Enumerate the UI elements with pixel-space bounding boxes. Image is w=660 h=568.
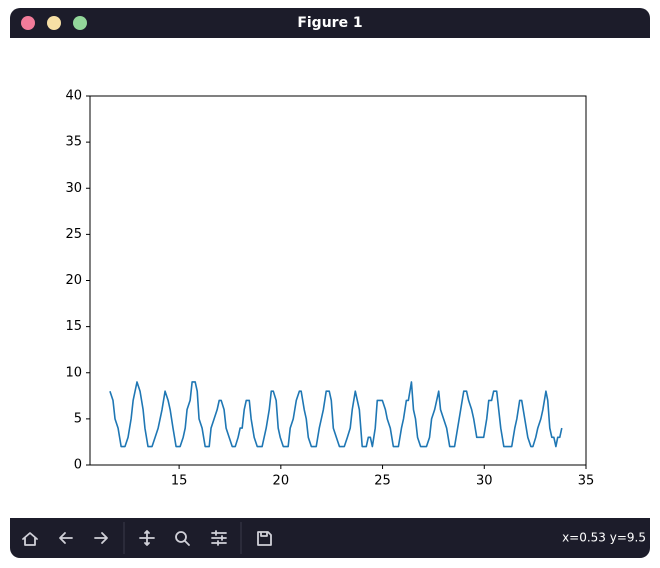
y-tick-label: 30 [65, 181, 82, 196]
pan-button[interactable] [139, 530, 155, 546]
cursor-status: x=0.53 y=9.5 [562, 531, 646, 545]
x-tick-label: 20 [273, 474, 290, 489]
axes-frame [89, 95, 587, 466]
back-button[interactable] [59, 532, 73, 544]
forward-button[interactable] [94, 532, 108, 544]
figure-canvas [10, 38, 650, 518]
y-tick-label: 25 [65, 227, 82, 242]
save-button[interactable] [257, 531, 272, 546]
y-tick-label: 10 [65, 365, 82, 380]
x-tick-label: 35 [578, 474, 595, 489]
data-line [109, 381, 563, 448]
window-title: Figure 1 [297, 15, 362, 31]
x-tick-label: 25 [374, 474, 391, 489]
y-tick-label: 15 [65, 319, 82, 334]
plot: 0 5 10 15 20 25 30 35 40 15 20 25 30 35 [65, 89, 594, 489]
x-tick-label: 30 [476, 474, 493, 489]
y-tick-label: 5 [74, 411, 82, 426]
y-tick-label: 0 [74, 458, 82, 473]
x-tick-label: 15 [171, 474, 188, 489]
minimize-button[interactable] [47, 16, 61, 30]
maximize-button[interactable] [73, 16, 87, 30]
zoom-button[interactable] [175, 531, 190, 546]
toolbar: x=0.53 y=9.5 [22, 522, 646, 554]
configure-button[interactable] [211, 530, 227, 546]
home-button[interactable] [22, 532, 38, 546]
y-tick-label: 20 [65, 273, 82, 288]
y-tick-label: 35 [65, 135, 82, 150]
y-tick-label: 40 [65, 89, 82, 104]
close-button[interactable] [21, 16, 35, 30]
